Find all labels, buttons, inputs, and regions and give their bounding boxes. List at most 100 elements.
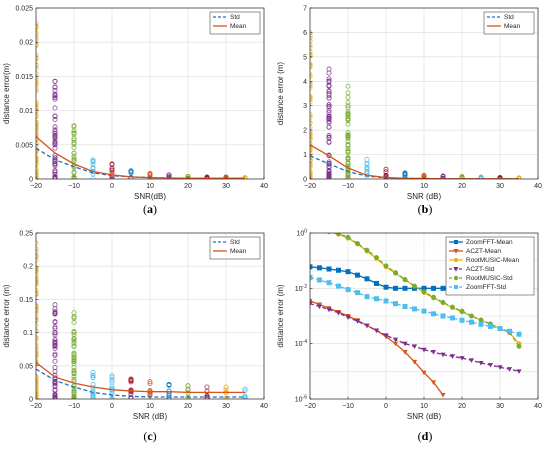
scatter-point (310, 136, 313, 142)
scatter-point (345, 105, 351, 111)
y-axis-label: distance error (m) (276, 284, 285, 347)
legend-label: Std (230, 14, 240, 21)
scatter-point (52, 346, 58, 351)
scatter-point (310, 134, 313, 140)
scatter-point (71, 388, 77, 393)
x-tick-label: 10 (146, 183, 154, 190)
series-marker (488, 323, 493, 329)
series-marker (440, 285, 446, 291)
series-marker (374, 255, 379, 260)
y-axis-label: distance error(m) (2, 63, 11, 124)
scatter-point (71, 343, 77, 349)
legend-label: RootMUSIC-Mean (466, 257, 519, 264)
scatter-point (345, 111, 351, 117)
scatter-point (326, 132, 332, 138)
chart-panel-b: −20 −10 0 10 20 30 40 0 1 2 3 4 5 6 7 SNR (dB) distance … (276, 6, 542, 217)
scatter-point (52, 117, 58, 122)
scatter-point (310, 38, 313, 44)
y-tick-label: 3 (303, 103, 307, 110)
x-tick-label: 30 (496, 403, 504, 410)
scatter-point (52, 383, 58, 389)
scatter-point (326, 117, 332, 123)
series-marker (310, 264, 313, 270)
scatter-point (310, 81, 313, 87)
y-tick-label: 0.025 (15, 6, 33, 13)
scatter-point (52, 129, 58, 135)
series-marker (440, 299, 446, 305)
scatter-point (326, 76, 332, 82)
legend-label: Mean (230, 248, 247, 255)
scatter-point (52, 139, 58, 145)
scatter-point (310, 33, 313, 38)
scatter-point (52, 95, 58, 101)
scatter-point (310, 129, 313, 135)
scatter-point (52, 369, 58, 374)
series-marker (402, 304, 408, 310)
scatter-point (52, 353, 58, 359)
series-marker (374, 280, 379, 286)
x-tick-label: 20 (458, 183, 466, 190)
scatter-point (345, 121, 351, 127)
scatter-point (204, 174, 210, 179)
x-axis-label: SNR (dB) (407, 192, 442, 201)
scatter-point (71, 315, 77, 321)
x-tick-label: −10 (342, 183, 354, 190)
panel-caption: (c) (143, 429, 156, 443)
legend-box (445, 236, 535, 296)
legend-marker (454, 285, 458, 289)
x-tick-label: 20 (184, 403, 192, 410)
series-marker (411, 344, 418, 349)
scatter-point (242, 386, 248, 392)
series-marker (402, 276, 408, 282)
legend-label: Std (230, 239, 240, 246)
scatter-point (204, 384, 210, 390)
scatter-point (52, 124, 58, 130)
series-line-rootmusic-std (333, 233, 520, 347)
scatter-point (52, 388, 58, 394)
series-marker (383, 263, 389, 269)
scatter-point (310, 49, 313, 55)
series-marker (308, 228, 312, 232)
series-marker (373, 328, 380, 334)
series-marker (326, 266, 332, 272)
x-tick-label: −20 (30, 183, 42, 190)
series-marker (326, 280, 332, 286)
scatter-point (71, 141, 77, 147)
series-marker (497, 365, 503, 370)
series-marker (317, 228, 321, 232)
series-marker (364, 323, 370, 329)
scatter-point (326, 66, 332, 72)
x-tick-label: −20 (304, 403, 316, 410)
scatter-point (52, 340, 58, 346)
scatter-point (326, 102, 332, 108)
series-marker (516, 369, 522, 374)
x-tick-label: 10 (420, 403, 428, 410)
scatter-point (345, 149, 351, 155)
scatter-point (90, 372, 96, 378)
scatter-point (497, 175, 503, 179)
scatter-point (128, 378, 134, 383)
series-marker (393, 285, 398, 291)
scatter-point (52, 310, 58, 316)
x-tick-label: −20 (30, 403, 42, 410)
legend-marker (454, 240, 458, 244)
legend-label: ZoomFFT-Mean (466, 239, 513, 246)
series-marker (383, 284, 389, 290)
scatter-point (310, 99, 313, 105)
series-marker (468, 358, 475, 363)
series-marker (430, 349, 437, 355)
scatter-point (90, 375, 96, 381)
scatter-point (326, 135, 332, 141)
x-tick-label: 40 (534, 403, 542, 410)
scatter-point (52, 127, 58, 133)
scatter-point (326, 161, 332, 167)
series-marker (469, 319, 474, 325)
series-marker (354, 319, 361, 324)
scatter-point (71, 153, 77, 159)
y-tick-label: 0 (303, 177, 307, 184)
chart-panel-d: −20 −10 0 10 20 30 40 10-6 10-4 10-2 100 SNR (dB) di… (276, 228, 542, 444)
series-marker (310, 274, 313, 280)
series-marker (393, 270, 398, 276)
y-tick-label: 0.02 (19, 40, 33, 47)
